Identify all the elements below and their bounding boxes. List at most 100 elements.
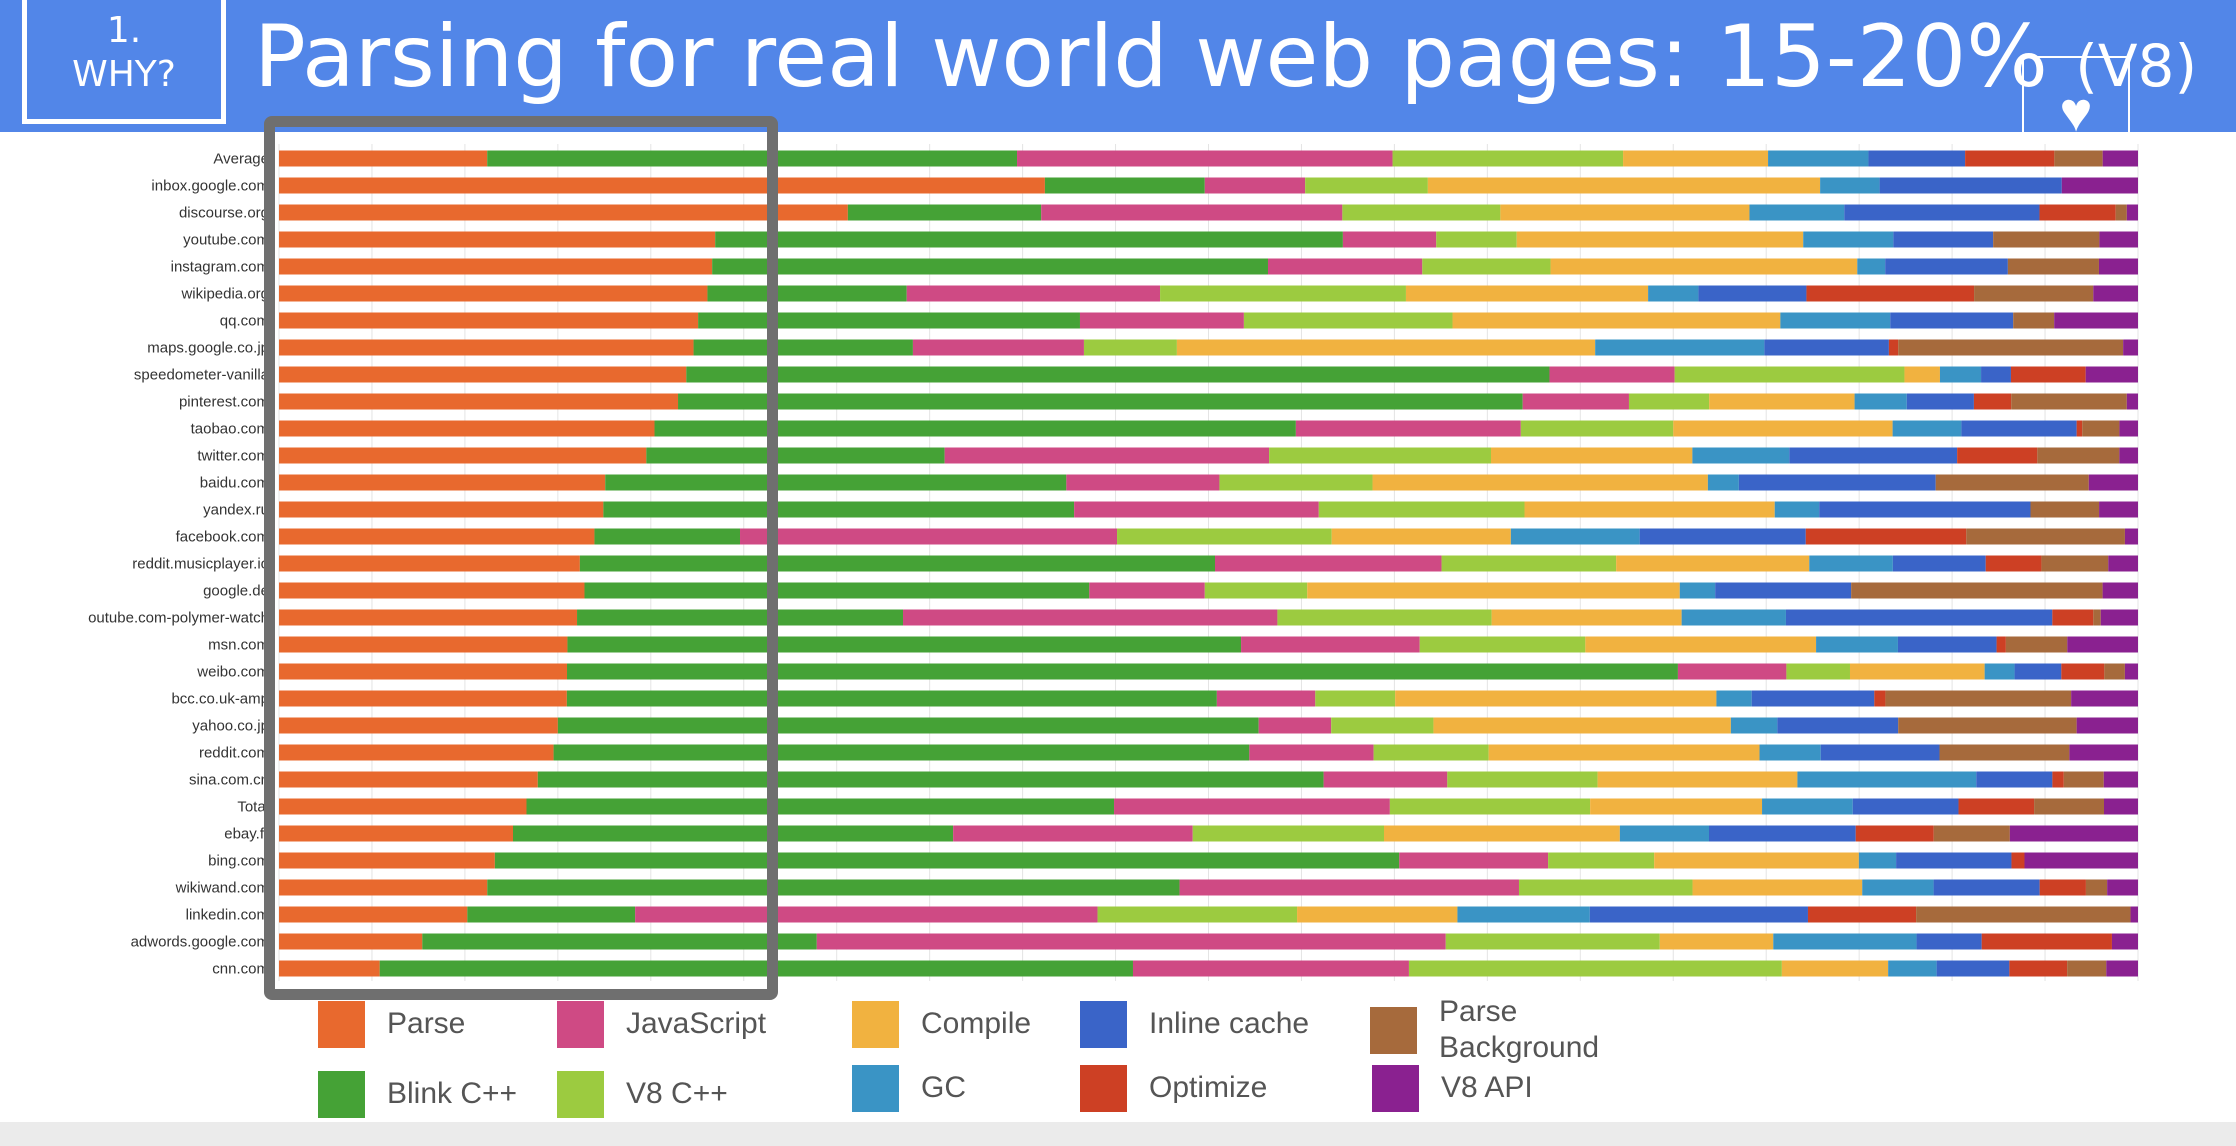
bar-segment-parse [279, 690, 567, 707]
bottom-strip [0, 1122, 2236, 1146]
bar-segment-parse [279, 501, 604, 518]
bar-segment-blink-c- [594, 528, 741, 545]
bar-segment-parse [279, 933, 423, 950]
bar-segment-parse [279, 960, 380, 977]
category-label: wikiwand.com [175, 880, 269, 897]
bar-segment-gc [1679, 582, 1716, 599]
legend-item-javascript: JavaScript [557, 1000, 766, 1048]
bar-segment-parse [279, 204, 848, 221]
bar-segment-inline-cache [1897, 636, 1997, 653]
bar-segment-gc [1716, 690, 1752, 707]
bar-segment-v8-api [2098, 258, 2138, 275]
bar-segment-v8-api [2103, 771, 2138, 788]
bar-segment-compile [1372, 474, 1708, 491]
bar-segment-compile [1384, 825, 1620, 842]
bar-segment-v8-api [2102, 150, 2138, 167]
bar-segment-v8-c- [1243, 312, 1453, 329]
bar-segment-optimize [1973, 393, 2012, 410]
category-label: Total [237, 799, 269, 816]
bar-segment-gc [1762, 798, 1853, 815]
section-label: WHY? [72, 54, 176, 95]
bar-segment-gc [1730, 717, 1778, 734]
bar-segment-inline-cache [1844, 204, 2040, 221]
bar-segment-parse-background [1916, 906, 2131, 923]
bar-segment-javascript [1089, 582, 1205, 599]
bar-segment-v8-api [2126, 204, 2138, 221]
bar-segment-v8-api [2024, 852, 2138, 869]
bar-segment-v8-api [2103, 798, 2138, 815]
bar-segment-parse-background [2063, 771, 2104, 788]
bar-segment-blink-c- [707, 285, 907, 302]
bar-segment-javascript [1215, 555, 1442, 572]
bar-segment-v8-c- [1373, 744, 1489, 761]
bar-segment-inline-cache [1885, 258, 2008, 275]
bar-segment-v8-api [2119, 420, 2138, 437]
bar-segment-compile [1550, 258, 1858, 275]
bar-segment-v8-api [2061, 177, 2138, 194]
bar-segment-v8-c- [1628, 393, 1710, 410]
bar-segment-v8-api [2119, 447, 2138, 464]
bar-segment-javascript [1074, 501, 1319, 518]
bar-segment-javascript [1179, 879, 1519, 896]
category-label: linkedin.com [186, 907, 269, 924]
bar-segment-v8-c- [1342, 204, 1501, 221]
bar-segment-optimize [2009, 960, 2068, 977]
bar-segment-parse-background [1885, 690, 2072, 707]
bar-segment-compile [1516, 231, 1804, 248]
bar-segment-parse-background [2115, 204, 2127, 221]
bar-segment-v8-api [2088, 474, 2138, 491]
legend-swatch-javascript [557, 1000, 604, 1048]
bar-segment-compile [1524, 501, 1775, 518]
bar-segment-compile [1452, 312, 1781, 329]
bar-segment-optimize [2052, 609, 2094, 626]
bar-segment-gc [1862, 879, 1934, 896]
category-label: instagram.com [171, 259, 269, 276]
legend-item-blink-cpp: Blink C++ [318, 1070, 517, 1118]
bar-segment-parse [279, 393, 679, 410]
bar-segment-optimize [1805, 528, 1967, 545]
bar-segment-compile [1433, 717, 1731, 734]
legend-label-v8-api: V8 API [1441, 1071, 1533, 1104]
category-label: ebay.fr [224, 826, 269, 843]
bar-segment-javascript [1258, 717, 1332, 734]
bar-segment-javascript [1677, 663, 1787, 680]
bar-segment-inline-cache [1852, 798, 1959, 815]
bar-segment-compile [1590, 798, 1763, 815]
bar-segment-gc [1510, 528, 1640, 545]
bar-segment-blink-c- [526, 798, 1115, 815]
bar-segment-v8-c- [1520, 420, 1674, 437]
bar-segment-blink-c- [487, 150, 1018, 167]
bar-segment-javascript [1132, 960, 1409, 977]
category-label: bcc.co.uk-amp [171, 691, 269, 708]
bar-segment-v8-api [2085, 366, 2138, 383]
bar-segment-optimize [2076, 420, 2083, 437]
slide-header [0, 0, 2236, 132]
bar-segment-v8-api [2071, 690, 2138, 707]
bar-segment-parse-background [1898, 717, 2077, 734]
category-label: weibo.com [196, 664, 269, 681]
bar-segment-inline-cache [1698, 285, 1807, 302]
bar-segment-parse-background [1935, 474, 2089, 491]
bar-segment-gc [1854, 393, 1907, 410]
bar-segment-v8-c- [1219, 474, 1373, 491]
bar-segment-v8-c- [1419, 636, 1586, 653]
bar-segment-v8-api [2093, 285, 2138, 302]
bar-segment-compile [1395, 690, 1717, 707]
bar-segment-v8-api [2106, 960, 2138, 977]
bar-segment-v8-c- [1117, 528, 1332, 545]
bar-segment-javascript [912, 339, 1084, 356]
bar-segment-parse-background [2041, 555, 2109, 572]
bar-segment-optimize [1996, 636, 2006, 653]
legend-label-gc: GC [921, 1071, 966, 1104]
bar-segment-blink-c- [847, 204, 1042, 221]
legend-label-v8-cpp: V8 C++ [626, 1077, 728, 1110]
bar-segment-v8-c- [1305, 177, 1428, 194]
bar-segment-javascript [1323, 771, 1448, 788]
bar-segment-optimize [2061, 663, 2105, 680]
bar-segment-v8-c- [1097, 906, 1298, 923]
bar-segment-blink-c- [579, 555, 1215, 572]
bar-segment-javascript [906, 285, 1161, 302]
heart-icon[interactable]: ♥ [2022, 56, 2130, 168]
legend-item-v8-cpp: V8 C++ [557, 1070, 728, 1118]
bar-segment-parse-background [2093, 609, 2101, 626]
